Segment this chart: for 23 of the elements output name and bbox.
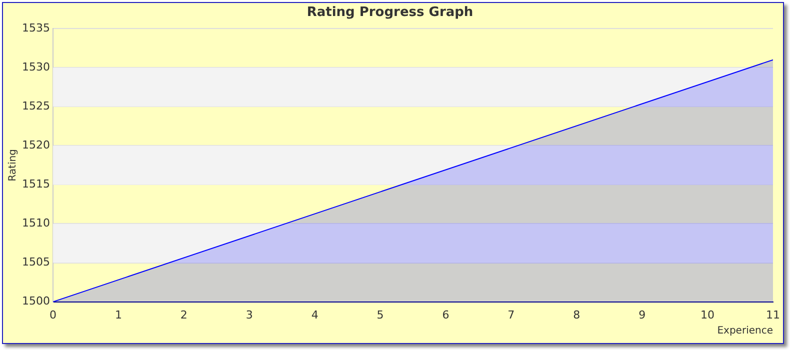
x-tick-label: 8 [573,308,580,322]
x-tick-label: 5 [376,308,384,322]
x-tick-label: 3 [246,308,253,322]
x-tick-label: 6 [442,308,450,322]
x-tick-label: 2 [180,308,188,322]
x-tick-label: 10 [700,308,715,322]
y-tick-label: 1505 [22,256,50,269]
y-tick-label: 1530 [22,60,50,74]
x-tick-label: 11 [766,308,780,322]
y-tick-label: 1510 [22,216,50,230]
y-tick-label: 1520 [22,138,50,152]
x-axis-title: Experience [717,326,773,337]
y-tick-label: 1500 [22,294,50,308]
y-tick-label: 1515 [22,178,50,191]
y-axis-title: Rating [8,149,19,182]
x-tick-label: 7 [508,308,515,322]
x-tick-label: 1 [114,308,122,322]
chart-title: Rating Progress Graph [306,5,474,20]
y-tick-label: 1525 [22,100,50,113]
x-tick-label: 4 [311,308,318,322]
x-tick-label: 0 [49,308,56,322]
y-tick-label: 1535 [22,21,50,34]
x-tick-label: 9 [638,308,646,322]
